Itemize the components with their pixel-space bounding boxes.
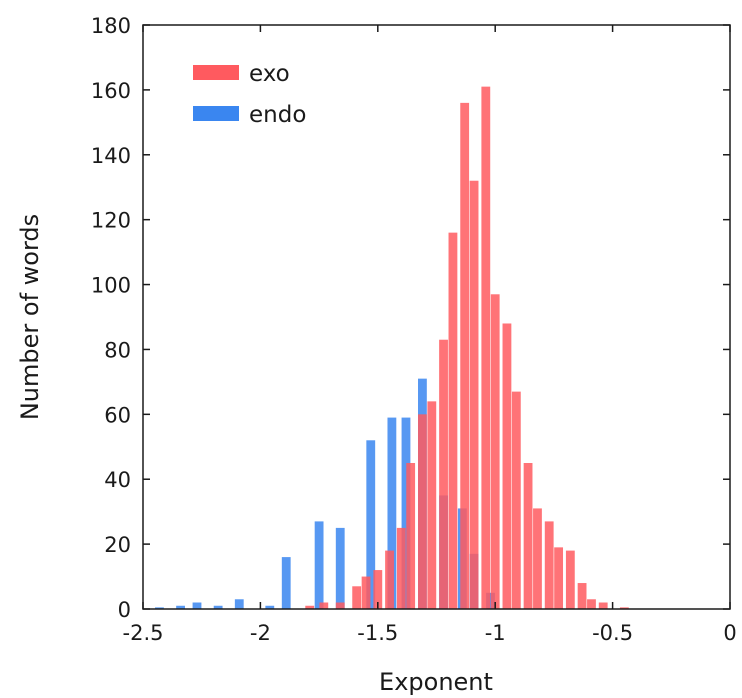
bar-exo-24	[578, 583, 587, 609]
bar-exo-20	[533, 508, 542, 609]
legend-label-endo: endo	[249, 102, 306, 128]
bar-exo-16	[491, 294, 500, 609]
bar-exo-22	[554, 547, 563, 609]
bar-exo-1	[319, 603, 328, 609]
x-tick-label-1: -2	[250, 621, 271, 645]
bar-exo-19	[524, 463, 533, 609]
legend-swatch-endo	[193, 106, 239, 121]
bar-exo-2	[336, 603, 345, 609]
bar-exo-13	[460, 103, 469, 609]
y-tick-label-3: 60	[104, 403, 131, 427]
bar-exo-10	[427, 401, 436, 609]
y-tick-label-4: 80	[104, 338, 131, 362]
legend-swatch-exo	[193, 65, 239, 80]
y-tick-label-7: 140	[91, 144, 131, 168]
bar-exo-18	[512, 392, 521, 609]
x-axis-title: Exponent	[379, 668, 493, 696]
bar-exo-6	[385, 551, 394, 609]
y-axis-title: Number of words	[16, 214, 44, 420]
y-tick-label-9: 180	[91, 14, 131, 38]
bar-endo-4	[235, 599, 244, 609]
y-tick-label-5: 100	[91, 274, 131, 298]
bar-exo-14	[470, 181, 479, 609]
x-tick-label-0: -2.5	[123, 621, 164, 645]
y-tick-label-1: 20	[104, 533, 131, 557]
x-tick-label-4: -0.5	[592, 621, 633, 645]
bar-endo-7	[315, 521, 324, 609]
bar-exo-23	[566, 551, 575, 609]
bar-exo-15	[481, 87, 490, 609]
bar-exo-17	[503, 323, 512, 609]
y-tick-label-0: 0	[118, 598, 131, 622]
bar-exo-26	[599, 603, 608, 609]
bar-exo-12	[449, 233, 458, 609]
bar-exo-4	[362, 577, 371, 609]
bar-endo-6	[282, 557, 291, 609]
bar-exo-21	[545, 521, 554, 609]
bar-exo-25	[587, 599, 596, 609]
y-tick-label-6: 120	[91, 209, 131, 233]
bar-endo-2	[193, 603, 202, 609]
bars-layer	[155, 87, 629, 609]
bar-exo-9	[418, 414, 427, 609]
bar-endo-8	[336, 528, 345, 609]
y-tick-label-8: 160	[91, 79, 131, 103]
legend-label-exo: exo	[249, 61, 290, 87]
bar-exo-8	[406, 463, 415, 609]
bar-exo-3	[352, 586, 361, 609]
legend: exo endo	[193, 61, 306, 128]
x-tick-label-2: -1.5	[357, 621, 398, 645]
bar-exo-7	[397, 528, 406, 609]
x-tick-label-3: -1	[485, 621, 506, 645]
bar-exo-11	[439, 340, 448, 609]
x-tick-label-5: 0	[723, 621, 736, 645]
y-tick-label-2: 40	[104, 468, 131, 492]
